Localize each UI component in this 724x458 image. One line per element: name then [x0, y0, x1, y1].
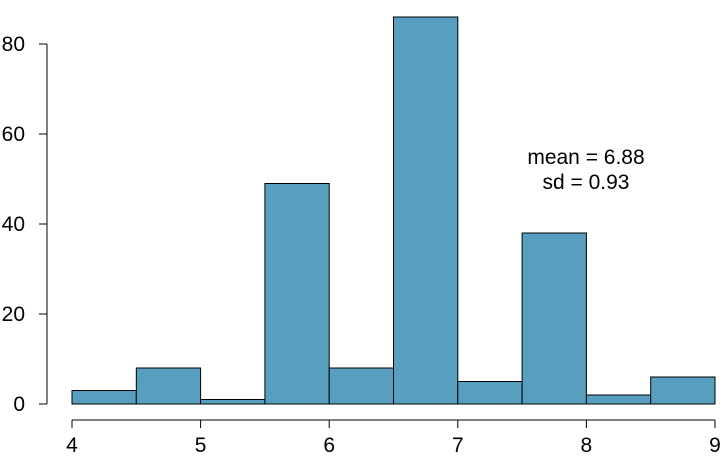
histogram-bar-9: [650, 376, 716, 405]
histogram-bar-0: [71, 390, 137, 405]
histogram-bar-1: [135, 367, 202, 405]
histogram-bar-3: [264, 183, 330, 405]
histogram-bar-7: [521, 232, 587, 405]
y-tick-label-2: 40: [2, 213, 25, 236]
histogram-bar-2: [200, 399, 266, 405]
histogram-bar-5: [393, 16, 459, 405]
x-axis: 4 5 6 7 8 9: [66, 419, 721, 457]
histogram-bar-4: [328, 367, 395, 405]
histogram-bars: [71, 16, 716, 405]
y-tick-label-0: 0: [13, 393, 25, 416]
x-tick-label-5: 9: [709, 434, 721, 457]
histogram-bar-6: [457, 381, 523, 405]
mean-annotation: mean = 6.88: [527, 146, 644, 169]
y-axis: 0 20 40 60 80: [2, 33, 48, 416]
y-tick-label-3: 60: [2, 123, 25, 146]
x-tick-label-0: 4: [66, 434, 78, 457]
x-tick-label-1: 5: [195, 434, 207, 457]
y-tick-label-4: 80: [2, 33, 25, 56]
y-tick-label-1: 20: [2, 303, 25, 326]
x-tick-label-4: 8: [581, 434, 593, 457]
x-tick-label-3: 7: [452, 434, 464, 457]
histogram-bar-8: [585, 394, 652, 405]
x-tick-label-2: 6: [323, 434, 335, 457]
sd-annotation: sd = 0.93: [543, 171, 630, 194]
